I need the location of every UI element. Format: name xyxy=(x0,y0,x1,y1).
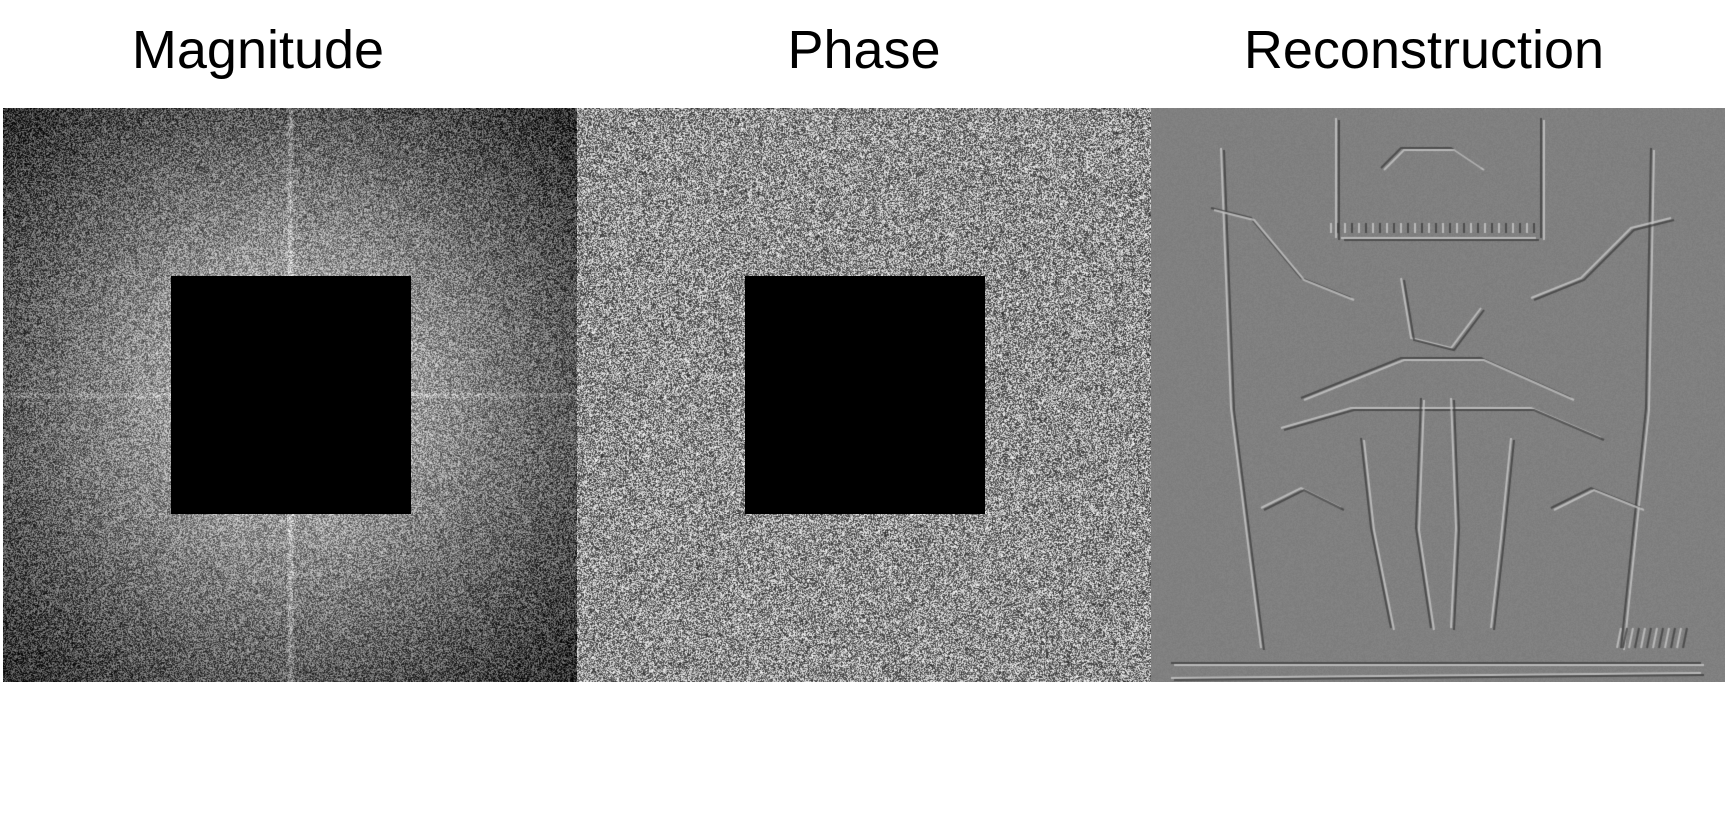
reconstruction-panel xyxy=(1151,108,1725,682)
magnitude-title: Magnitude xyxy=(131,20,385,80)
reconstruction-image xyxy=(1151,108,1725,682)
magnitude-panel xyxy=(3,108,577,682)
phase-mask-square xyxy=(745,276,985,514)
magnitude-mask-square xyxy=(171,276,411,514)
phase-title: Phase xyxy=(787,20,941,80)
phase-panel xyxy=(577,108,1151,682)
reconstruction-title: Reconstruction xyxy=(1243,20,1605,80)
